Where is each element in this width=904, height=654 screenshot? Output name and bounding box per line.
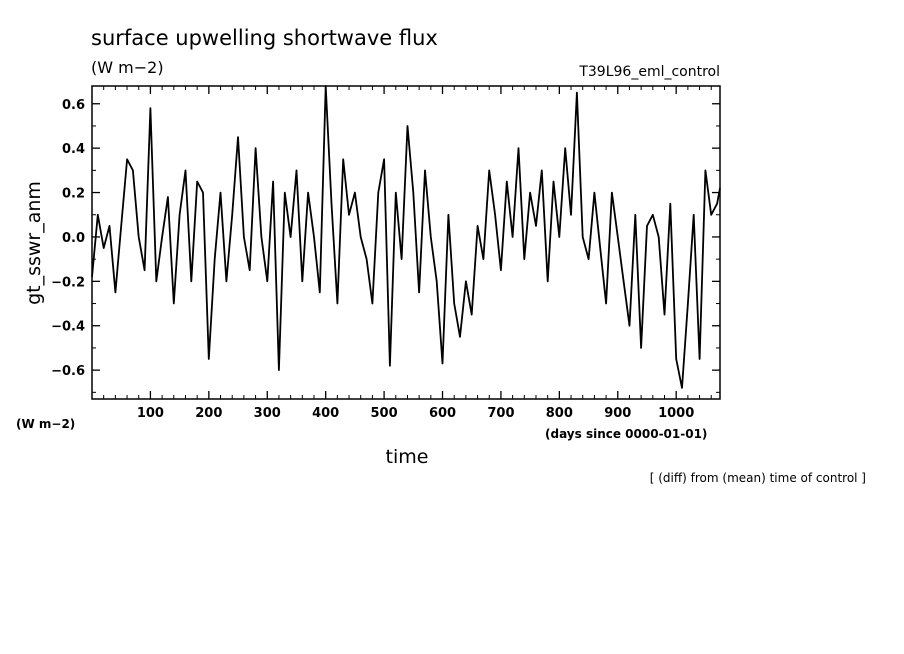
x-tick-label: 600	[429, 406, 456, 421]
x-tick-label: 300	[254, 406, 281, 421]
y-tick-label: −0.6	[51, 364, 85, 379]
x-axis-label: time	[386, 446, 429, 468]
x-tick-label: 1000	[658, 406, 694, 421]
y-axis-label: gt_sswr_anm	[23, 181, 45, 305]
y-tick-label: 0.2	[62, 187, 85, 202]
plot-area: 100 200 300 400 500 600 700 800 900 1000 −0.6 −0.4 −…	[51, 85, 721, 421]
y-tick-label: −0.4	[51, 320, 85, 335]
x-tick-label: 700	[487, 406, 514, 421]
chart-title: surface upwelling shortwave flux	[91, 26, 438, 50]
y-tick-label: −0.2	[51, 275, 85, 290]
x-axis-units: (days since 0000-01-01)	[545, 427, 707, 441]
x-tick-label: 900	[604, 406, 631, 421]
plot-frame	[91, 85, 721, 400]
y-axis-units: (W m−2)	[16, 417, 75, 431]
x-tick-label: 500	[371, 406, 398, 421]
experiment-label: T39L96_eml_control	[578, 64, 720, 80]
y-tick-label: 0.6	[62, 98, 85, 113]
series-line	[91, 85, 721, 389]
x-tick-label: 100	[137, 406, 164, 421]
chart-subtitle-units: (W m−2)	[91, 58, 164, 77]
x-tick-label: 400	[312, 406, 339, 421]
x-tick-label: 800	[546, 406, 573, 421]
y-tick-label: 0.4	[62, 142, 85, 157]
processing-note: [ (diff) from (mean) time of control ]	[650, 471, 866, 485]
y-tick-label: 0.0	[62, 231, 85, 246]
x-tick-label: 200	[195, 406, 222, 421]
